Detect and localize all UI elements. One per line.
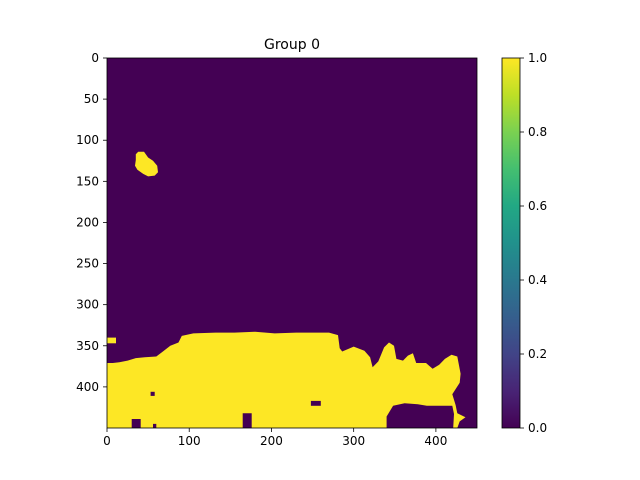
colorbar-tick-label: 0.2: [528, 347, 547, 361]
image-frame: [106, 57, 478, 429]
y-tick-label: 400: [76, 380, 99, 394]
y-tick-label: 0: [91, 51, 99, 65]
hole-mid-speck: [310, 400, 321, 406]
x-tick-label: 0: [103, 434, 111, 448]
x-tick-label: 100: [178, 434, 201, 448]
colorbar-tick-label: 0.6: [528, 199, 547, 213]
y-tick-label: 300: [76, 298, 99, 312]
colorbar-tick-label: 0.8: [528, 125, 547, 139]
x-tick-label: 300: [342, 434, 365, 448]
colorbar-tick-label: 0.4: [528, 273, 547, 287]
regions-layer: [107, 151, 466, 428]
y-tick-label: 50: [84, 92, 99, 106]
image-panel: [106, 57, 478, 429]
y-tick-label: 250: [76, 257, 99, 271]
colorbar-tick-label: 1.0: [528, 51, 547, 65]
y-tick-label: 350: [76, 339, 99, 353]
colorbar-tick-label: 0.0: [528, 421, 547, 435]
region-small-blob: [135, 151, 158, 177]
y-tick-label: 100: [76, 133, 99, 147]
colorbar: [501, 57, 521, 429]
hole-left-speck-hole: [150, 391, 155, 396]
region-left-speck: [107, 337, 116, 344]
y-tick-label: 200: [76, 215, 99, 229]
colorbar-axis: 0.0 0.2 0.4 0.6 0.8 1.0: [520, 51, 547, 435]
x-tick-label: 200: [260, 434, 283, 448]
y-tick-label: 150: [76, 174, 99, 188]
chart-title: Group 0: [264, 37, 320, 53]
x-axis: 0 100 200 300 400: [103, 428, 447, 448]
x-tick-label: 400: [424, 434, 447, 448]
y-axis: 0 50 100 150 200 250 300 350 400: [76, 51, 107, 394]
region-bottom-mass: [107, 331, 466, 428]
hole-bottom-right-gap: [388, 405, 453, 428]
